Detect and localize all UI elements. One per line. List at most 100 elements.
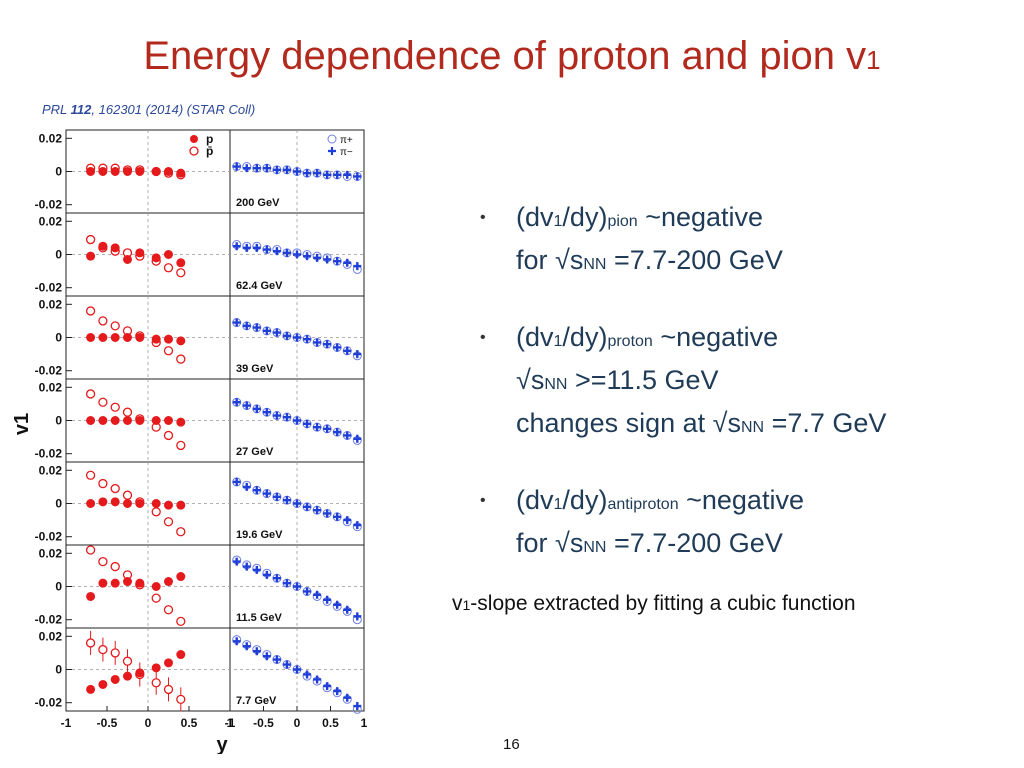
pion-minus-marker	[343, 258, 352, 267]
proton-marker	[123, 167, 132, 176]
pion-minus-marker	[262, 408, 271, 417]
bullet-text: /dy)	[562, 322, 608, 352]
bullet-antiproton: • (dv1/dy)antiproton ~negative for √sNN …	[480, 481, 1000, 567]
proton-marker	[151, 167, 161, 176]
proton-marker	[135, 416, 145, 425]
pion-minus-marker	[293, 416, 301, 425]
pion-minus-marker	[232, 162, 241, 171]
y-tick-label: -0.02	[35, 613, 63, 627]
pion-minus-marker	[333, 257, 342, 266]
pion-minus-marker	[272, 411, 281, 420]
antiproton-marker	[163, 517, 174, 527]
pion-minus-marker	[313, 169, 322, 178]
bullet-proton: • (dv1/dy)proton ~negative √sNN >=11.5 G…	[480, 318, 1000, 447]
bullet-text: /dy)	[562, 202, 608, 232]
bullet-sub: NN	[583, 539, 607, 556]
note-v: v	[452, 592, 463, 615]
y-tick-label: 0	[55, 580, 62, 594]
antiproton-marker	[110, 402, 120, 412]
legend-pion-minus-label: π−	[340, 147, 353, 158]
antiproton-marker	[176, 616, 186, 627]
pion-minus-marker	[293, 167, 301, 176]
pion-minus-marker	[262, 489, 271, 498]
pion-minus-marker	[303, 670, 312, 679]
legend-pion-plus-label: π+	[340, 135, 353, 146]
antiproton-marker	[163, 346, 174, 356]
bullet-text: ~negative	[652, 322, 779, 352]
pion-minus-marker	[293, 250, 301, 259]
energy-label: 7.7 GeV	[236, 695, 277, 707]
pion-minus-marker	[282, 331, 291, 340]
pion-minus-marker	[242, 401, 251, 410]
antiproton-marker	[98, 397, 108, 407]
proton-marker	[151, 663, 161, 673]
proton-marker	[176, 500, 186, 510]
proton-marker	[98, 167, 108, 176]
proton-marker	[135, 167, 145, 176]
pion-minus-marker	[333, 428, 342, 437]
x-tick-label: 0	[294, 716, 301, 730]
proton-marker	[176, 417, 186, 427]
antiproton-marker	[85, 234, 96, 245]
y-tick-label: 0.02	[39, 629, 63, 643]
antiproton-marker	[110, 483, 120, 494]
proton-marker	[151, 253, 161, 263]
pion-minus-marker	[313, 675, 322, 684]
pion-minus-marker	[262, 164, 271, 173]
proton-marker	[164, 658, 173, 668]
antiproton-marker	[163, 430, 174, 441]
bullet-text: (dv	[516, 322, 554, 352]
bullet-text: =7.7 GeV	[764, 408, 887, 438]
antiproton-marker	[110, 321, 120, 331]
antiproton-marker	[98, 644, 108, 655]
pion-minus-marker	[252, 647, 261, 656]
pion-minus-marker	[353, 434, 362, 443]
pion-minus-marker	[343, 346, 352, 355]
pion-minus-marker	[313, 423, 322, 432]
x-tick-label: 0.5	[181, 716, 198, 730]
pion-minus-marker	[282, 248, 291, 257]
antiproton-marker	[122, 490, 133, 500]
proton-marker	[123, 499, 132, 508]
x-tick-label: 1	[361, 716, 368, 730]
slide-title-main: Energy dependence of proton and pion v	[143, 34, 867, 78]
legend-pion-minus-symbol	[328, 147, 336, 155]
bullet-sub: NN	[544, 376, 568, 393]
y-tick-label: 0.02	[39, 131, 63, 145]
y-tick-label: -0.02	[35, 696, 63, 710]
slope-note: v1-slope extracted by fitting a cubic fu…	[452, 592, 856, 616]
proton-marker	[135, 499, 145, 508]
pion-minus-marker	[313, 590, 322, 599]
bullet-text: changes sign at √s	[516, 408, 741, 438]
pion-minus-marker	[252, 323, 261, 332]
proton-marker	[110, 497, 120, 507]
pion-minus-marker	[293, 665, 301, 674]
pion-minus-marker	[293, 333, 301, 342]
proton-marker	[86, 333, 96, 342]
pion-minus-marker	[262, 245, 271, 254]
pion-minus-marker	[232, 477, 241, 486]
proton-marker	[123, 671, 132, 681]
x-tick-label: -1	[225, 716, 236, 730]
pion-minus-marker	[242, 243, 251, 252]
antiproton-marker	[151, 678, 161, 688]
slide-title-subscript: 1	[866, 45, 881, 75]
proton-marker	[164, 500, 173, 510]
proton-marker	[151, 582, 161, 591]
pion-minus-marker	[252, 404, 261, 413]
v1-rapidity-figure: 0.02 0 -0.02 200 GeV 0.02 0 -0.02 62.4 GeV 0.02 0…	[14, 129, 368, 754]
pion-minus-marker	[272, 247, 281, 256]
y-tick-label: 0	[55, 248, 62, 262]
proton-marker	[135, 333, 145, 342]
pion-minus-marker	[343, 693, 352, 702]
proton-marker	[123, 577, 132, 587]
proton-marker	[110, 167, 120, 176]
x-tick-label: -0.5	[97, 716, 118, 730]
y-tick-label: -0.02	[35, 530, 63, 544]
pion-minus-marker	[353, 702, 362, 711]
pion-minus-marker	[282, 413, 291, 422]
proton-marker	[98, 497, 108, 507]
antiproton-marker	[98, 316, 108, 326]
y-tick-label: 0	[55, 663, 62, 677]
pion-minus-marker	[262, 326, 271, 335]
